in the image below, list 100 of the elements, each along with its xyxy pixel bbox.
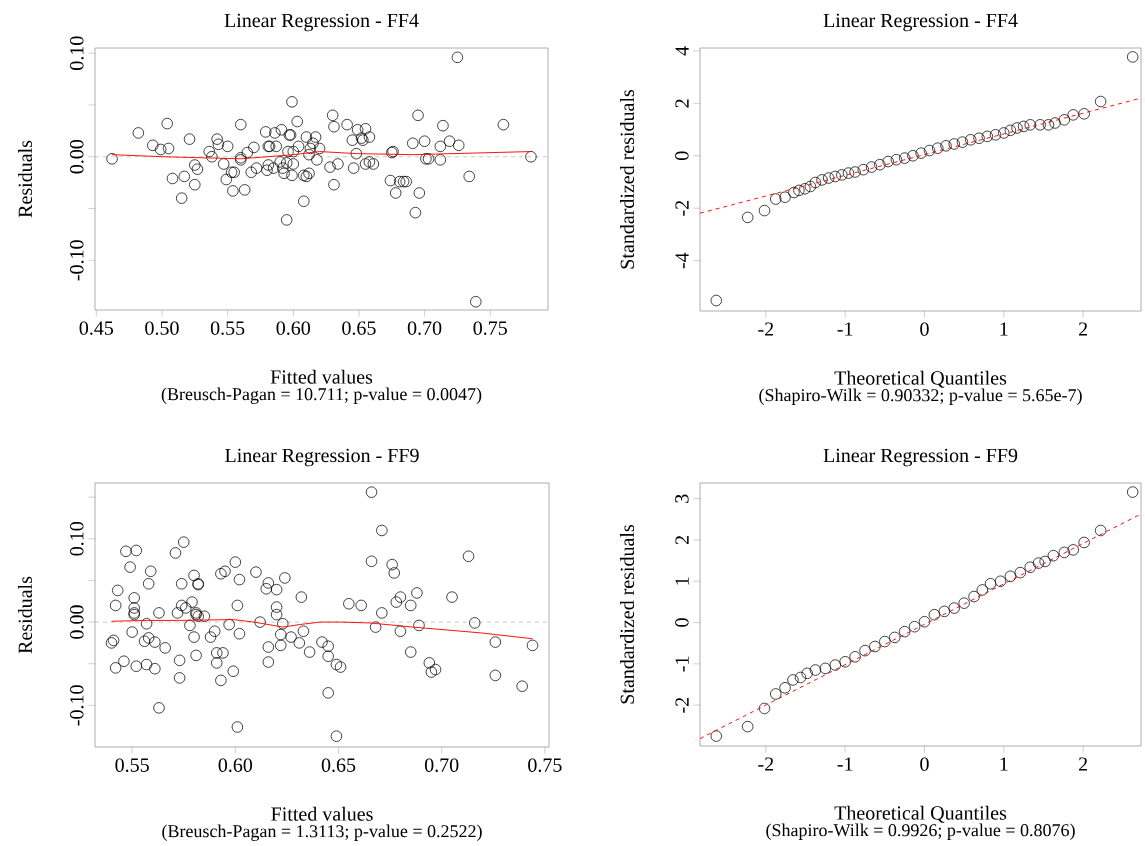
point <box>1034 119 1046 131</box>
point <box>1067 544 1079 556</box>
x-tick-label: 0.75 <box>473 321 507 335</box>
point <box>1078 108 1090 120</box>
point <box>829 170 841 183</box>
point <box>859 644 871 657</box>
point <box>793 184 805 197</box>
point <box>1047 549 1060 562</box>
x-tick-label: 0.75 <box>528 758 562 772</box>
x-tick-label: 2 <box>1078 322 1087 336</box>
point <box>849 651 861 663</box>
point <box>889 631 901 644</box>
x-axis-title: Fitted values <box>271 806 373 821</box>
y-tick-label: 0 <box>675 151 689 161</box>
point <box>809 176 822 189</box>
point <box>779 191 791 203</box>
point <box>1004 570 1017 583</box>
x-axis-title: Fitted values <box>270 369 373 384</box>
point <box>758 702 771 715</box>
point <box>869 640 881 653</box>
x-tick-label: 0.55 <box>210 321 245 335</box>
point <box>874 158 886 171</box>
point <box>879 635 891 648</box>
y-tick-label: -2 <box>675 200 689 216</box>
point <box>898 152 911 164</box>
point <box>799 183 811 195</box>
x-axis-title: Theoretical Quantiles <box>834 805 1007 823</box>
point <box>923 144 936 157</box>
point <box>770 193 782 205</box>
point <box>710 294 722 307</box>
y-axis-title: Residuals <box>17 140 33 218</box>
point <box>822 172 835 184</box>
point <box>839 656 851 668</box>
x-tick-label: 0.65 <box>342 321 376 335</box>
point <box>1024 119 1036 131</box>
point <box>998 127 1010 139</box>
y-tick-label: 2 <box>675 99 689 108</box>
point <box>819 662 832 675</box>
y-tick-label: 1 <box>675 577 689 585</box>
point <box>938 605 951 618</box>
chart-title: Linear Regression - FF4 <box>823 13 1018 32</box>
x-tick-label: 0 <box>920 757 929 771</box>
point <box>984 578 997 590</box>
line-series <box>111 151 532 160</box>
point <box>1032 557 1045 569</box>
point <box>865 161 878 173</box>
point <box>956 136 969 148</box>
y-tick-label: 2 <box>675 536 689 545</box>
y-axis-title: Standardized residuals <box>620 524 635 704</box>
point <box>973 132 985 144</box>
text: (Shapiro-Wilk = 0.9926; p-value = 0.8076) <box>766 823 1075 840</box>
point <box>928 609 941 621</box>
point <box>1094 524 1107 537</box>
x-tick-label: 0.45 <box>79 321 114 335</box>
point <box>1126 486 1139 498</box>
point <box>809 664 822 676</box>
chart-title: Linear Regression - FF9 <box>225 448 419 467</box>
point <box>965 134 977 146</box>
point <box>788 186 800 199</box>
point <box>890 154 903 166</box>
x-tick-label: 0.65 <box>321 758 356 772</box>
point <box>989 129 1002 141</box>
x-tick-label: 0.70 <box>424 758 459 772</box>
point <box>958 597 970 609</box>
x-tick-label: 0.55 <box>115 758 149 772</box>
point <box>882 155 894 168</box>
point <box>758 204 771 217</box>
point <box>1017 120 1030 133</box>
point <box>968 590 980 603</box>
point <box>794 671 807 684</box>
x-tick-label: 0.50 <box>145 321 179 335</box>
y-axis-title: Standardized residuals <box>620 89 635 269</box>
point <box>849 166 861 178</box>
point <box>1004 124 1017 137</box>
text: (Shapiro-Wilk = 0.90332; p-value = 5.65e-7) <box>759 388 1082 405</box>
point <box>1049 117 1061 129</box>
y-tick-label: -4 <box>675 252 689 269</box>
y-tick-label: 0.00 <box>70 139 84 174</box>
y-tick-label: 0 <box>675 618 689 627</box>
point <box>857 163 870 176</box>
point <box>1042 119 1055 131</box>
text: (Breusch-Pagan = 10.711; p-value = 0.0047) <box>161 387 482 404</box>
point <box>915 147 927 159</box>
point <box>1024 561 1036 573</box>
y-tick-label: 4 <box>675 46 689 56</box>
point <box>787 674 799 686</box>
point <box>1067 109 1079 121</box>
point <box>976 584 989 596</box>
x-tick-label: -2 <box>758 322 774 336</box>
x-tick-label: -1 <box>837 322 853 336</box>
point <box>1014 566 1026 579</box>
x-axis-title: Theoretical Quantiles <box>834 370 1007 388</box>
point <box>741 720 754 733</box>
point <box>948 602 960 614</box>
x-tick-label: 0 <box>920 322 929 336</box>
point <box>1094 95 1107 108</box>
point <box>829 659 841 671</box>
point <box>994 575 1007 587</box>
point <box>932 142 944 154</box>
x-tick-label: 2 <box>1078 757 1087 771</box>
